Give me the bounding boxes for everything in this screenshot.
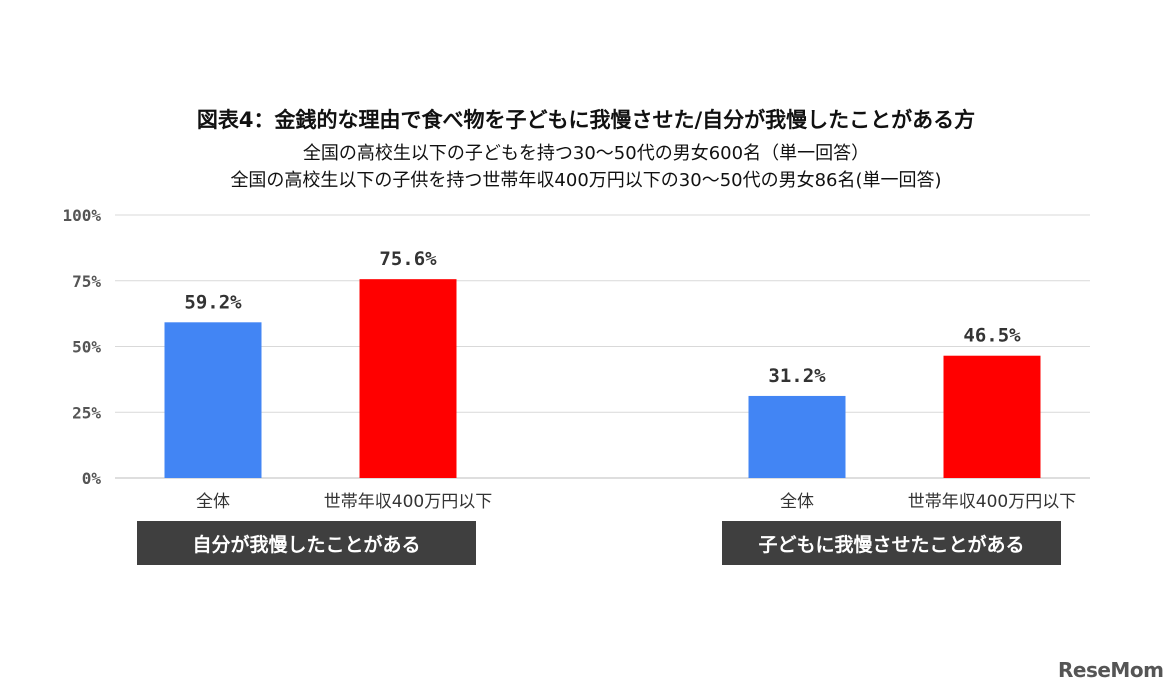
y-tick-label: 100% bbox=[62, 206, 101, 225]
group-label-self: 自分が我慢したことがある bbox=[137, 521, 476, 565]
bars: 59.2% 全体 75.6% 世帯年収400万円以下 31.2% 全体 46.5% 世帯年収4… bbox=[164, 248, 1076, 512]
bar-value-label: 31.2% bbox=[768, 365, 826, 387]
category-label: 世帯年収400万円以下 bbox=[908, 492, 1076, 512]
y-tick-label: 25% bbox=[72, 403, 101, 422]
category-label: 全体 bbox=[780, 492, 814, 512]
category-label: 世帯年収400万円以下 bbox=[324, 492, 492, 512]
resemom-logo: ReseMom bbox=[1058, 658, 1164, 682]
bar-value-label: 59.2% bbox=[184, 291, 242, 313]
y-tick-label: 0% bbox=[82, 469, 102, 488]
chart-title: 図表4：金銭的な理由で食べ物を子どもに我慢させた/自分が我慢したことがある方 bbox=[196, 108, 976, 132]
y-tick-label: 50% bbox=[72, 338, 101, 357]
y-tick-label: 75% bbox=[72, 272, 101, 291]
gridlines bbox=[115, 214, 1090, 479]
bar-value-label: 75.6% bbox=[379, 248, 437, 270]
y-axis: 0% 25% 50% 75% 100% bbox=[62, 206, 101, 488]
chart-subtitle-1: 全国の高校生以下の子どもを持つ30～50代の男女600名（単一回答） bbox=[302, 143, 870, 164]
chart-subtitle-2: 全国の高校生以下の子供を持つ世帯年収400万円以下の30～50代の男女86名(単… bbox=[230, 170, 942, 191]
bar bbox=[359, 279, 457, 478]
group-label-child: 子どもに我慢させたことがある bbox=[722, 521, 1061, 565]
bar-value-label: 46.5% bbox=[963, 325, 1021, 347]
bar bbox=[748, 395, 846, 478]
bar bbox=[164, 322, 262, 478]
bar bbox=[943, 355, 1041, 478]
category-label: 全体 bbox=[196, 492, 230, 512]
